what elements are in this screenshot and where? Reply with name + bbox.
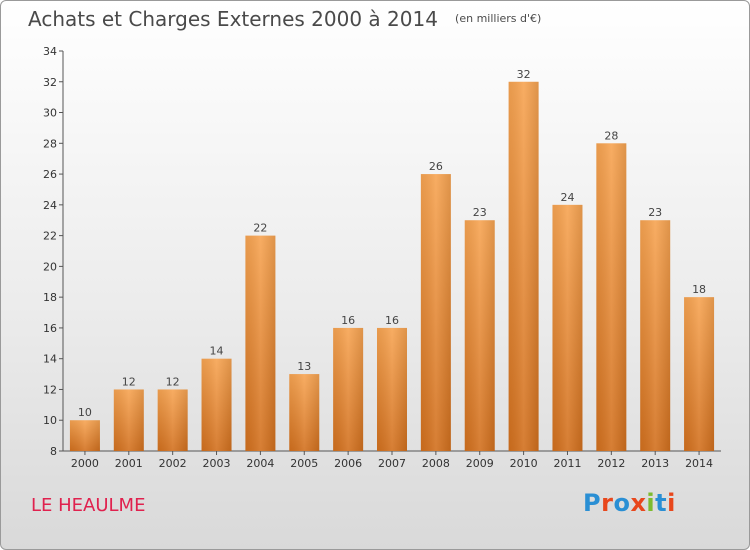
x-tick-label: 2003 xyxy=(203,457,231,470)
x-tick-label: 2004 xyxy=(246,457,274,470)
value-label-2002: 12 xyxy=(166,375,180,388)
bar-shade-2008 xyxy=(420,174,451,452)
bar-shade-2004 xyxy=(245,235,276,451)
bar-shade-2010 xyxy=(508,81,539,452)
value-label-2001: 12 xyxy=(122,375,136,388)
y-tick-label: 16 xyxy=(43,322,57,335)
bar-shade-2002 xyxy=(157,389,188,451)
value-label-2005: 13 xyxy=(297,360,311,373)
y-tick-label: 10 xyxy=(43,414,57,427)
x-tick-label: 2013 xyxy=(641,457,669,470)
y-tick-label: 14 xyxy=(43,353,57,366)
x-tick-label: 2006 xyxy=(334,457,362,470)
y-tick-label: 18 xyxy=(43,291,57,304)
y-tick-label: 20 xyxy=(43,260,57,273)
y-tick-label: 28 xyxy=(43,137,57,150)
chart-subtitle: (en milliers d'€) xyxy=(455,12,542,25)
y-tick-label: 26 xyxy=(43,168,57,181)
y-tick-label: 24 xyxy=(43,199,57,212)
value-label-2007: 16 xyxy=(385,314,399,327)
chart-title-text: Achats et Charges Externes 2000 à 2014 xyxy=(28,7,438,31)
value-label-2012: 28 xyxy=(604,129,618,142)
x-tick-label: 2012 xyxy=(597,457,625,470)
bar-shade-2003 xyxy=(201,358,232,451)
value-label-2004: 22 xyxy=(253,222,267,235)
value-label-2008: 26 xyxy=(429,160,443,173)
value-label-2011: 24 xyxy=(560,191,574,204)
bar-shade-2006 xyxy=(333,327,364,451)
x-tick-label: 2011 xyxy=(553,457,581,470)
x-tick-label: 2009 xyxy=(466,457,494,470)
logo-letter: i xyxy=(646,489,656,517)
bars xyxy=(69,81,715,452)
value-label-2013: 23 xyxy=(648,206,662,219)
logo-letter: P xyxy=(583,489,602,517)
bar-shade-2009 xyxy=(464,220,495,451)
x-tick-label: 2007 xyxy=(378,457,406,470)
logo-letter: x xyxy=(630,489,647,517)
x-tick-label: 2002 xyxy=(159,457,187,470)
logo-letter: r xyxy=(601,489,614,517)
logo-letter: t xyxy=(655,489,668,517)
bar-shade-2005 xyxy=(289,374,320,451)
value-label-2000: 10 xyxy=(78,406,92,419)
logo-letter: i xyxy=(667,489,676,517)
value-label-2003: 14 xyxy=(210,345,224,358)
x-tick-label: 2010 xyxy=(510,457,538,470)
x-tick-label: 2001 xyxy=(115,457,143,470)
bar-shade-2012 xyxy=(596,143,627,452)
bar-shade-2001 xyxy=(113,389,144,451)
value-label-2009: 23 xyxy=(473,206,487,219)
chart-title: Achats et Charges Externes 2000 à 2014 (… xyxy=(28,7,541,31)
y-tick-label: 32 xyxy=(43,76,57,89)
proxiti-logo: Proxiti xyxy=(583,489,676,517)
y-tick-label: 22 xyxy=(43,230,57,243)
logo-letter: o xyxy=(613,489,631,517)
value-label-2014: 18 xyxy=(692,283,706,296)
value-labels: 10 12 12 14 22 13 16 16 26 23 32 24 28 23 18 xyxy=(78,68,706,419)
axes: 8 10 12 14 16 18 20 22 24 26 28 30 32 34 2000 2001 2002 2… xyxy=(43,45,721,470)
y-tick-label: 12 xyxy=(43,383,57,396)
x-tick-label: 2008 xyxy=(422,457,450,470)
x-tick-label: 2005 xyxy=(290,457,318,470)
bar-shade-2011 xyxy=(552,204,583,451)
y-tick-label: 34 xyxy=(43,45,57,58)
value-label-2010: 32 xyxy=(517,68,531,81)
x-tick-label: 2000 xyxy=(71,457,99,470)
y-tick-label: 8 xyxy=(50,445,57,458)
bar-shade-2007 xyxy=(377,327,407,451)
x-tick-label: 2014 xyxy=(685,457,713,470)
commune-name: LE HEAULME xyxy=(31,495,146,516)
bar-shade-2013 xyxy=(640,220,671,451)
bar-shade-2014 xyxy=(684,297,715,451)
bar-shade-2000 xyxy=(69,420,100,451)
y-tick-label: 30 xyxy=(43,107,57,120)
value-label-2006: 16 xyxy=(341,314,355,327)
